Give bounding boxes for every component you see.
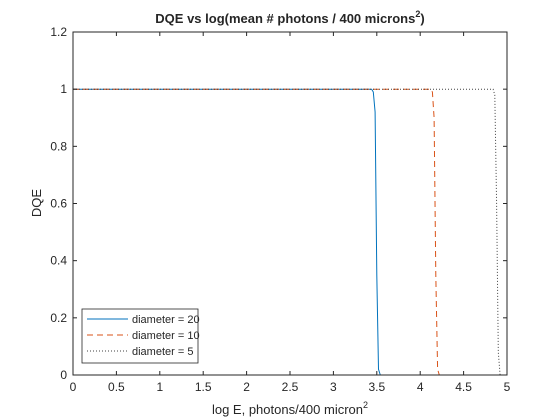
x-tick-label: 4.5 — [455, 380, 472, 394]
x-axis-label-superscript: 2 — [363, 400, 368, 410]
x-tick-label: 1 — [156, 380, 163, 394]
y-axis-ticks: 0 0.2 0.4 0.6 0.8 1 1.2 — [50, 25, 507, 382]
chart-title-superscript: 2 — [415, 9, 420, 19]
x-axis-label: log E, photons/400 micron2 — [212, 400, 368, 417]
y-tick-label: 0.8 — [50, 139, 67, 153]
x-tick-label: 2 — [243, 380, 250, 394]
legend-box — [81, 308, 199, 364]
y-tick-label: 1.2 — [50, 25, 67, 39]
x-tick-label: 0.5 — [108, 380, 125, 394]
legend: diameter = 20 diameter = 10 diameter = 5 — [81, 308, 200, 364]
x-axis-ticks: 0 0.5 1 1.5 2 2.5 3 3.5 4 4.5 5 — [70, 32, 511, 394]
y-tick-label: 0.6 — [50, 197, 67, 211]
x-tick-label: 2.5 — [282, 380, 299, 394]
y-tick-label: 0.4 — [50, 254, 67, 268]
chart-title-main: DQE vs log(mean # photons / 400 microns — [155, 11, 415, 26]
x-tick-label: 5 — [504, 380, 511, 394]
x-tick-label: 4 — [417, 380, 424, 394]
series-lines — [73, 88, 501, 376]
legend-label: diameter = 5 — [132, 346, 193, 358]
y-axis-label: DQE — [29, 189, 44, 218]
chart-title: DQE vs log(mean # photons / 400 microns2… — [155, 9, 424, 26]
x-tick-label: 3 — [330, 380, 337, 394]
chart-title-tail: ) — [420, 11, 424, 26]
series-line-diameter-20 — [73, 88, 381, 376]
y-tick-label: 0.2 — [50, 311, 67, 325]
series-line-diameter-5 — [73, 88, 501, 376]
x-axis-label-main: log E, photons/400 micron — [212, 402, 363, 417]
y-tick-label: 1 — [60, 82, 67, 96]
x-tick-label: 0 — [70, 380, 77, 394]
x-tick-label: 3.5 — [368, 380, 385, 394]
x-tick-label: 1.5 — [195, 380, 212, 394]
legend-label: diameter = 10 — [132, 330, 200, 342]
y-tick-label: 0 — [60, 368, 67, 382]
legend-label: diameter = 20 — [132, 314, 200, 326]
